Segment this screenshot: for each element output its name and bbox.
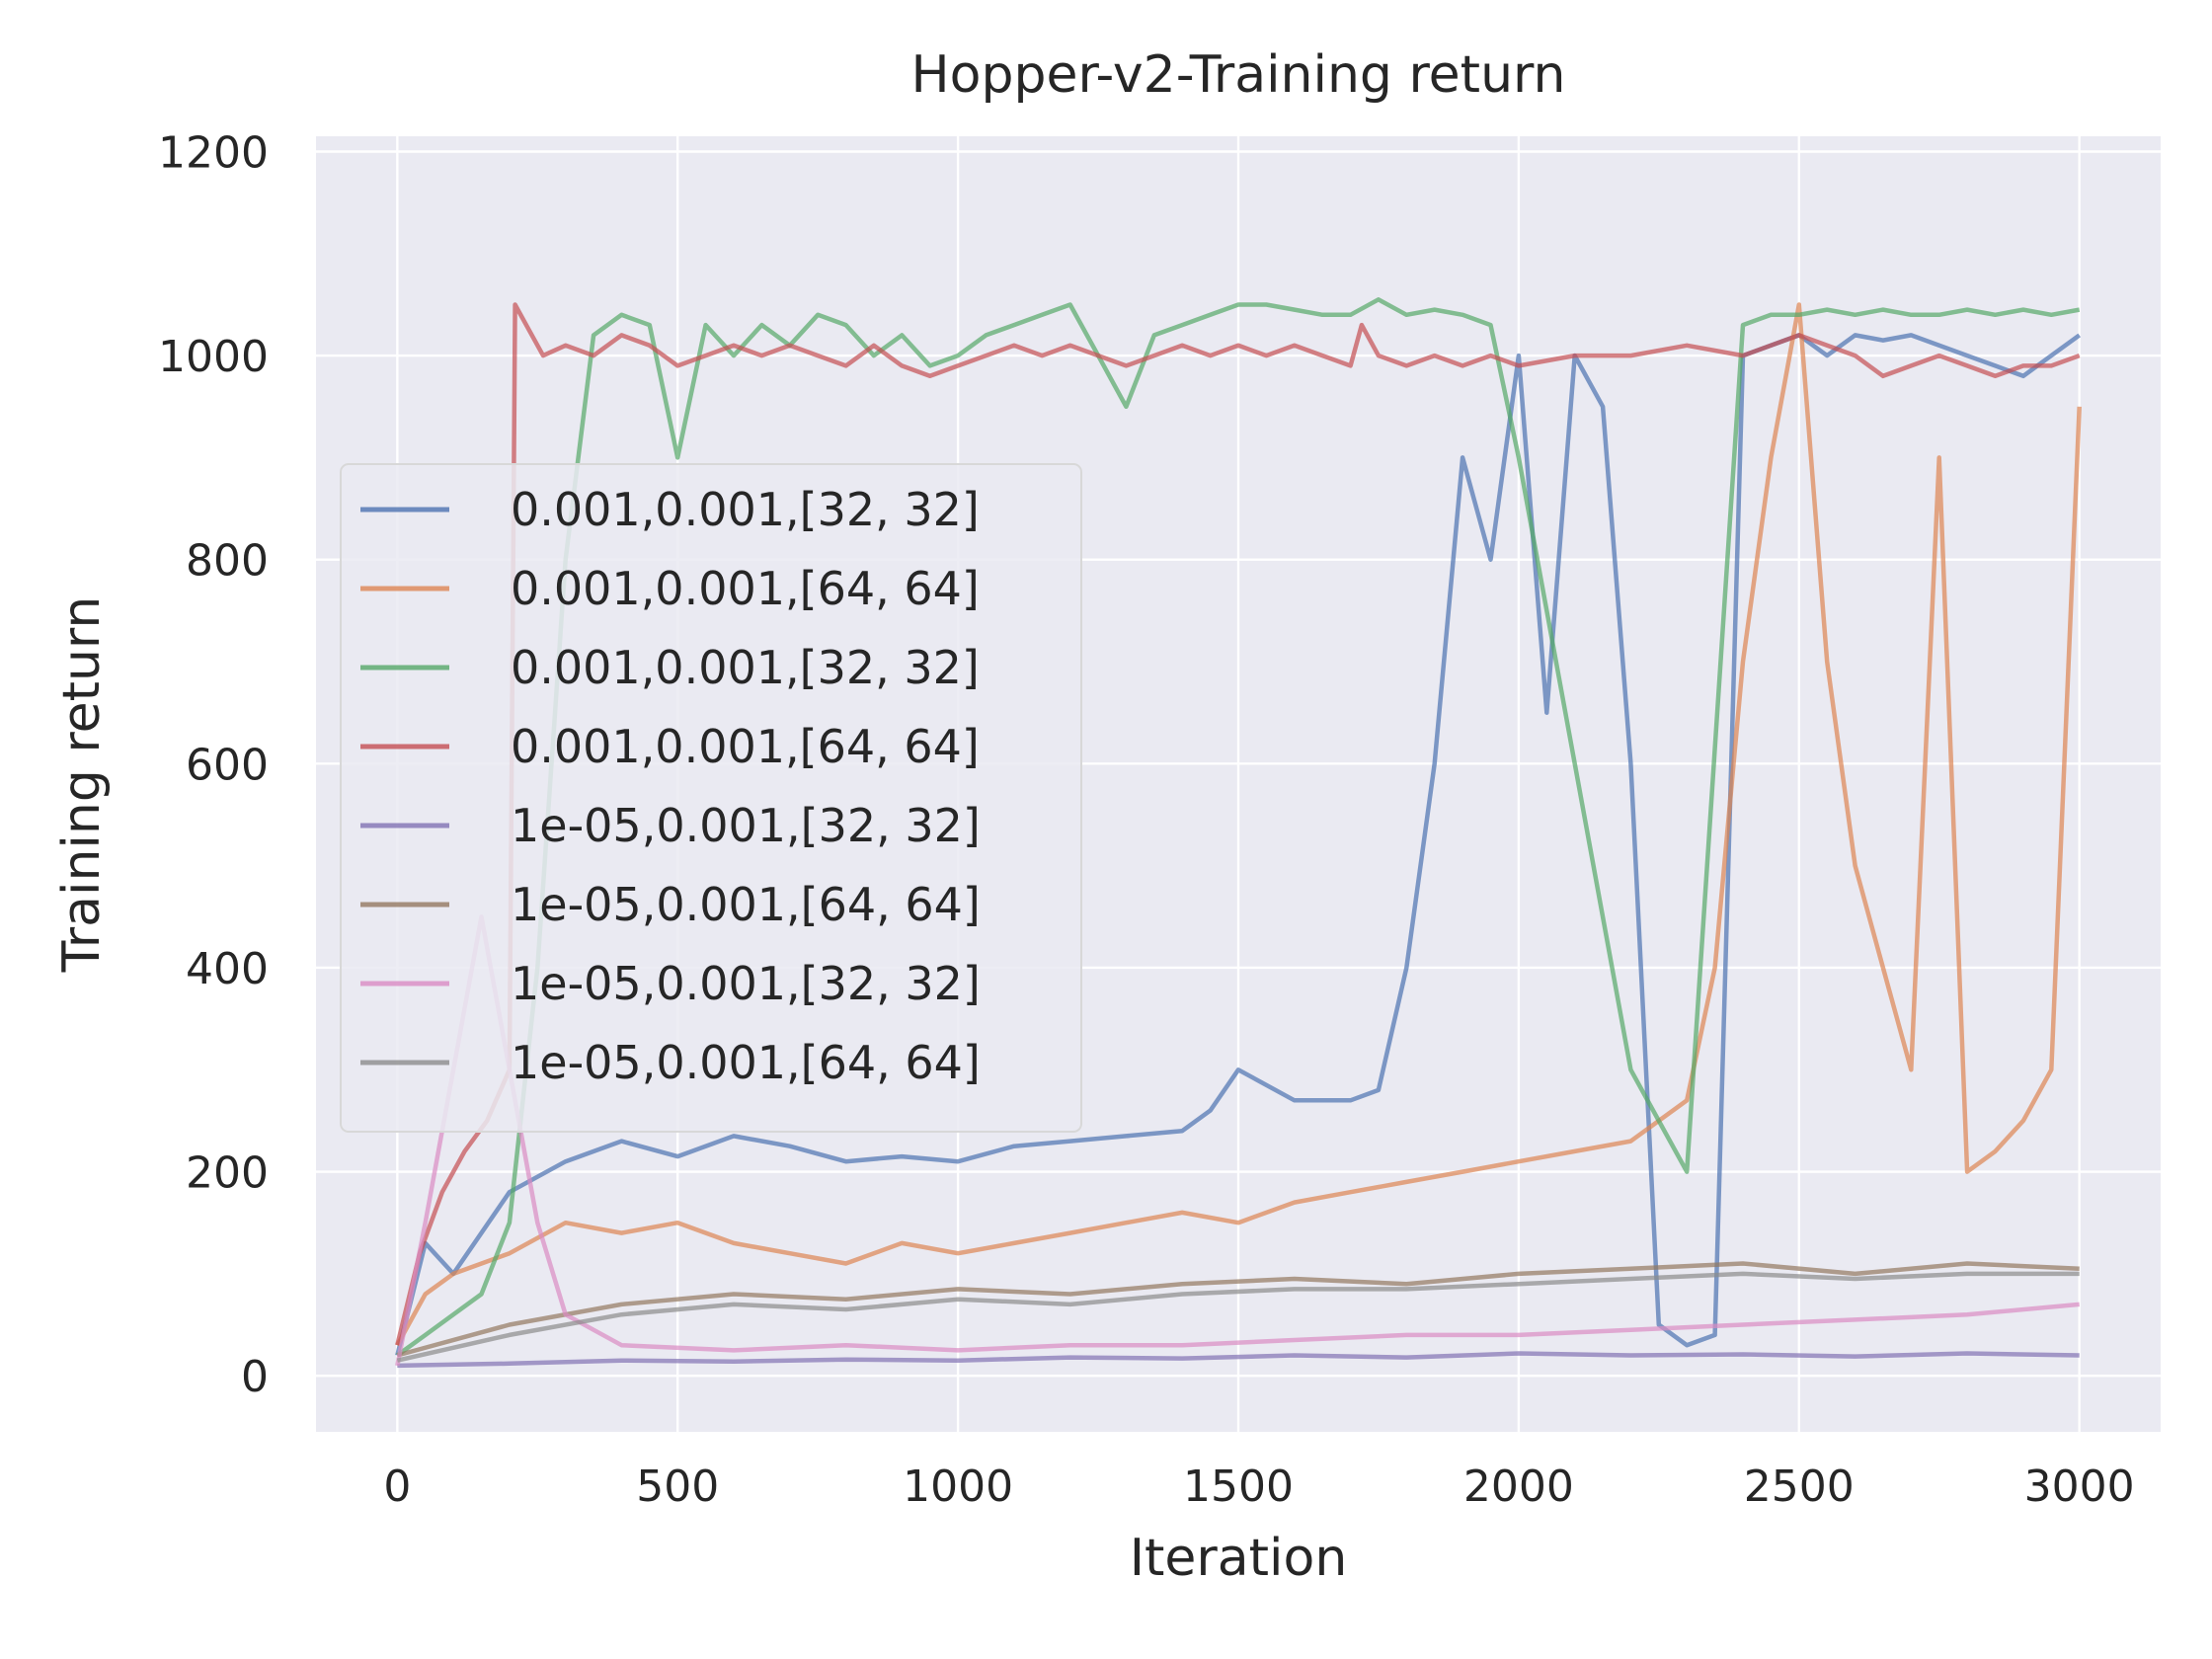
y-tick-label: 1200 <box>158 127 269 178</box>
legend-entry: 0.001,0.001,[64, 64] <box>511 562 980 615</box>
y-tick-label: 200 <box>186 1148 269 1199</box>
x-tick-label: 3000 <box>2024 1462 2135 1512</box>
x-tick-label: 0 <box>383 1462 411 1512</box>
y-tick-label: 1000 <box>158 332 269 382</box>
legend-entry: 1e-05,0.001,[64, 64] <box>511 878 981 931</box>
y-tick-label: 400 <box>186 944 269 994</box>
y-tick-label: 600 <box>186 740 269 790</box>
legend-entry: 0.001,0.001,[32, 32] <box>511 483 980 536</box>
x-tick-label: 2000 <box>1463 1462 1574 1512</box>
legend-entry: 0.001,0.001,[64, 64] <box>511 720 980 773</box>
series-line-5 <box>397 1351 2080 1369</box>
legend-entry: 1e-05,0.001,[32, 32] <box>511 799 981 852</box>
chart-title: Hopper-v2-Training return <box>911 45 1566 105</box>
x-tick-label: 2500 <box>1744 1462 1855 1512</box>
legend-entry: 1e-05,0.001,[32, 32] <box>511 957 981 1010</box>
legend-box <box>340 463 1082 1133</box>
x-tick-label: 1000 <box>903 1462 1013 1512</box>
legend-entry: 1e-05,0.001,[64, 64] <box>511 1036 981 1089</box>
series-line-8 <box>396 1271 2080 1363</box>
legend: 0.001,0.001,[32, 32] 0.001,0.001,[64, 64]… <box>340 463 1082 1133</box>
y-tick-label: 800 <box>186 536 269 587</box>
legend-entry: 0.001,0.001,[32, 32] <box>511 641 980 694</box>
series-line-6 <box>396 1261 2080 1358</box>
tick-labels: 0 500 1000 1500 2000 2500 3000 0 200 400 600 800 100… <box>158 127 2135 1512</box>
y-tick-label: 0 <box>241 1352 269 1402</box>
y-axis-title: Training return <box>52 596 112 974</box>
series-line-3 <box>395 297 2081 1358</box>
series-line-2 <box>395 302 2082 1347</box>
series-line-1 <box>395 333 2082 1357</box>
x-tick-label: 1500 <box>1183 1462 1294 1512</box>
x-axis-title: Iteration <box>1130 1529 1348 1588</box>
x-tick-label: 500 <box>636 1462 719 1512</box>
series-line-4 <box>395 302 2081 1346</box>
